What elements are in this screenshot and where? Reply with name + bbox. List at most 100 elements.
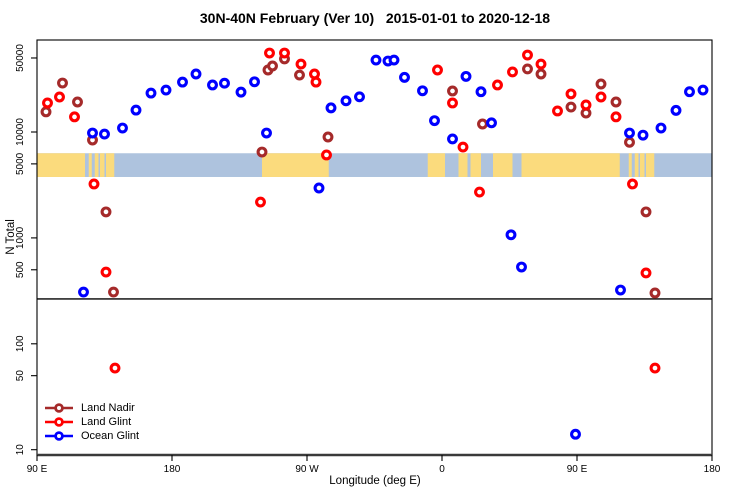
- data-point-land-glint: [649, 362, 661, 374]
- x-tick-label: 180: [164, 464, 181, 475]
- data-point-ocean-glint: [570, 428, 581, 440]
- data-point-land-glint: [321, 149, 332, 161]
- data-point-land-glint: [610, 111, 622, 123]
- map-strip-land: [640, 153, 645, 177]
- data-point-ocean-glint: [177, 76, 188, 88]
- map-strip-land: [521, 153, 620, 177]
- data-point-land-glint: [447, 97, 458, 109]
- data-point-land-glint: [42, 97, 53, 109]
- data-point-land-glint: [507, 66, 518, 78]
- data-point-land-glint: [309, 68, 320, 80]
- map-strip-land: [37, 153, 85, 177]
- data-point-land-nadir: [294, 69, 305, 81]
- data-point-ocean-glint: [697, 84, 709, 96]
- data-point-ocean-glint: [399, 71, 410, 83]
- data-point-ocean-glint: [486, 117, 497, 129]
- data-point-land-glint: [492, 79, 503, 91]
- map-strip-land: [634, 153, 639, 177]
- data-point-land-nadir: [624, 136, 635, 148]
- data-point-land-glint: [522, 49, 533, 61]
- data-point-land-nadir: [100, 206, 112, 218]
- y-tick-label: 1000: [15, 226, 26, 249]
- data-point-land-nadir: [565, 101, 577, 113]
- legend-item-ocean-glint: Ocean Glint: [44, 429, 139, 443]
- data-point-ocean-glint: [145, 87, 157, 99]
- data-point-land-nadir: [649, 287, 661, 299]
- legend-marker-icon: [45, 431, 73, 441]
- data-point-ocean-glint: [325, 102, 337, 114]
- data-point-land-nadir: [640, 206, 652, 218]
- map-strip-land: [88, 153, 92, 177]
- data-point-ocean-glint: [417, 85, 428, 97]
- data-point-land-glint: [255, 196, 266, 208]
- y-tick-label: 50: [15, 370, 26, 382]
- data-point-land-glint: [535, 58, 547, 70]
- data-point-land-glint: [69, 111, 80, 123]
- data-point-land-glint: [54, 91, 65, 103]
- data-point-ocean-glint: [190, 68, 202, 80]
- data-point-land-glint: [295, 58, 307, 70]
- legend-marker-icon: [45, 403, 73, 413]
- y-tick-label: 50000: [15, 44, 26, 72]
- data-point-land-glint: [595, 91, 607, 103]
- data-point-ocean-glint: [684, 86, 695, 98]
- legend-item-land-glint: Land Glint: [44, 415, 139, 429]
- data-point-ocean-glint: [505, 229, 517, 241]
- x-axis-title: Longitude (deg E): [329, 475, 421, 487]
- data-point-ocean-glint: [624, 127, 635, 139]
- data-point-ocean-glint: [78, 286, 89, 298]
- data-point-land-glint: [457, 141, 469, 153]
- data-point-ocean-glint: [637, 129, 649, 141]
- data-point-ocean-glint: [615, 284, 626, 296]
- data-point-land-glint: [100, 266, 112, 278]
- data-point-ocean-glint: [117, 122, 128, 134]
- legend-label: Land Nadir: [81, 402, 135, 414]
- map-strip-land: [106, 153, 115, 177]
- y-tick-label: 10: [15, 444, 26, 456]
- data-point-ocean-glint: [516, 261, 527, 273]
- y-tick-label: 5000: [15, 152, 26, 175]
- map-strip-land: [470, 153, 481, 177]
- data-point-ocean-glint: [160, 84, 172, 96]
- map-strip-land: [493, 153, 513, 177]
- map-strip-land: [100, 153, 105, 177]
- data-point-land-nadir: [40, 106, 52, 118]
- data-point-ocean-glint: [370, 54, 382, 66]
- legend-label: Land Glint: [81, 416, 132, 428]
- y-tick-label: 100: [15, 335, 26, 352]
- x-tick-label: 90 W: [295, 464, 319, 475]
- data-point-land-glint: [640, 267, 652, 279]
- data-point-land-glint: [279, 47, 290, 59]
- data-point-land-nadir: [477, 118, 488, 130]
- legend-label: Ocean Glint: [81, 430, 140, 442]
- data-point-ocean-glint: [261, 127, 272, 139]
- data-point-land-glint: [627, 178, 638, 190]
- data-point-land-nadir: [595, 78, 607, 90]
- x-tick-label: 90 E: [567, 464, 588, 475]
- data-point-ocean-glint: [219, 77, 230, 89]
- data-point-ocean-glint: [655, 122, 667, 134]
- data-point-ocean-glint: [429, 115, 440, 127]
- map-strip-land: [646, 153, 655, 177]
- data-point-ocean-glint: [313, 182, 325, 194]
- data-point-ocean-glint: [87, 127, 98, 139]
- x-tick-label: 90 E: [27, 464, 48, 475]
- map-strip-land: [427, 153, 445, 177]
- data-point-ocean-glint: [447, 133, 458, 145]
- data-point-ocean-glint: [99, 128, 110, 140]
- data-point-ocean-glint: [670, 104, 682, 116]
- data-point-land-nadir: [108, 286, 119, 298]
- data-point-ocean-glint: [475, 86, 487, 98]
- data-point-land-nadir: [535, 68, 547, 80]
- data-point-ocean-glint: [460, 70, 472, 82]
- data-point-ocean-glint: [249, 76, 260, 88]
- data-point-ocean-glint: [235, 86, 247, 98]
- data-point-land-glint: [552, 105, 563, 117]
- data-point-ocean-glint: [388, 54, 400, 66]
- data-point-land-nadir: [267, 60, 278, 72]
- data-point-ocean-glint: [130, 104, 142, 116]
- x-tick-label: 0: [439, 464, 445, 475]
- data-point-land-nadir: [447, 85, 458, 97]
- legend-marker-icon: [45, 417, 73, 427]
